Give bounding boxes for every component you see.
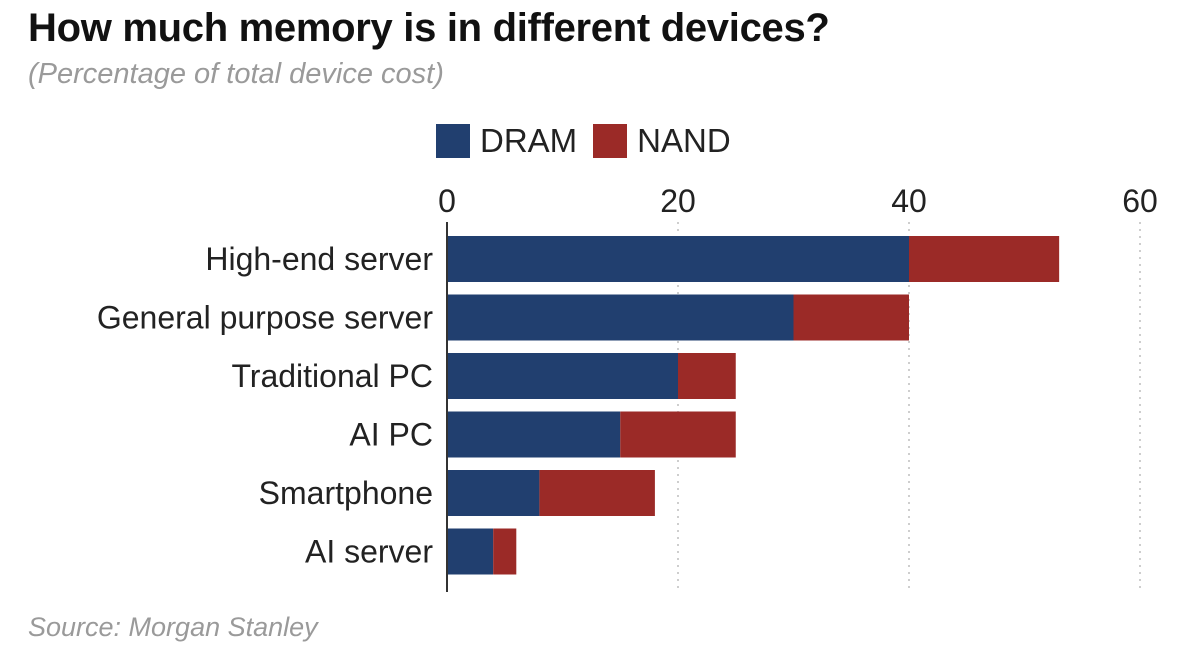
source-note: Source: Morgan Stanley <box>28 612 318 642</box>
bar-nand-3 <box>620 411 736 458</box>
category-label-2: Traditional PC <box>231 358 433 394</box>
legend-item-nand: NAND <box>593 122 731 160</box>
category-label-1: General purpose server <box>97 300 434 336</box>
bar-dram-4 <box>447 470 540 516</box>
bar-nand-5 <box>493 528 517 575</box>
category-label-3: AI PC <box>349 417 433 453</box>
bar-dram-3 <box>447 411 621 458</box>
x-tick-label-20: 20 <box>660 183 696 219</box>
category-label-0: High-end server <box>205 241 433 277</box>
bar-dram-1 <box>447 294 794 341</box>
chart-title: How much memory is in different devices? <box>28 6 830 50</box>
legend: DRAM NAND <box>436 122 731 160</box>
category-label-5: AI server <box>305 534 433 570</box>
x-tick-label-40: 40 <box>891 183 927 219</box>
bar-nand-1 <box>793 294 909 341</box>
x-tick-label-60: 60 <box>1122 183 1158 219</box>
bar-nand-0 <box>909 236 1060 282</box>
legend-label-dram: DRAM <box>480 122 578 159</box>
bar-dram-5 <box>447 528 494 575</box>
chart-subtitle: (Percentage of total device cost) <box>28 58 444 90</box>
category-label-4: Smartphone <box>259 475 433 511</box>
bar-dram-0 <box>447 236 909 282</box>
bar-nand-2 <box>678 353 736 399</box>
bar-dram-2 <box>447 353 678 399</box>
legend-item-dram: DRAM <box>436 122 577 160</box>
x-tick-label-0: 0 <box>438 183 456 219</box>
bar-nand-4 <box>539 470 655 516</box>
legend-label-nand: NAND <box>637 122 731 159</box>
legend-swatch-dram <box>436 124 470 158</box>
legend-swatch-nand <box>593 124 628 158</box>
